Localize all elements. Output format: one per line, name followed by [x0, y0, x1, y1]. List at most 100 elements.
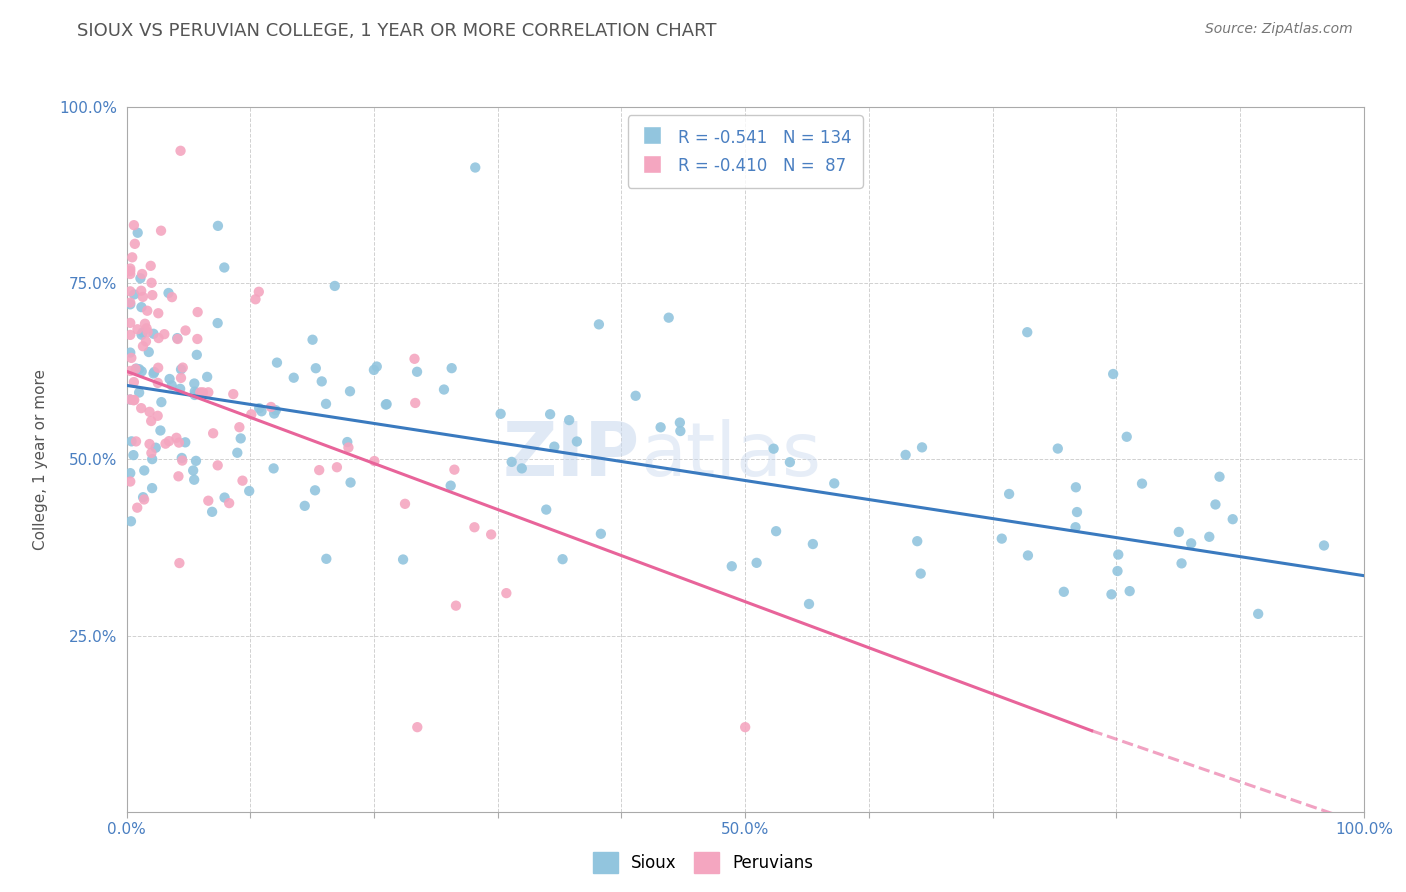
Point: [363, 454, 385, 468]
Point: [122, 393, 145, 408]
Point: [305, 361, 328, 376]
Point: [186, 332, 208, 346]
Point: [170, 362, 193, 376]
Point: [120, 466, 142, 480]
Point: [304, 483, 326, 498]
Point: [146, 360, 169, 375]
Point: [392, 552, 415, 566]
Point: [1313, 539, 1336, 553]
Point: [366, 359, 388, 374]
Point: [131, 300, 153, 314]
Point: [155, 436, 177, 450]
Point: [1064, 520, 1087, 534]
Point: [184, 454, 207, 468]
Point: [122, 218, 145, 232]
Point: [998, 487, 1021, 501]
Point: [172, 360, 194, 375]
Point: [120, 267, 142, 281]
Point: [122, 287, 145, 301]
Point: [166, 331, 188, 345]
Point: [153, 327, 176, 342]
Point: [120, 345, 142, 359]
Point: [214, 491, 236, 505]
Point: [141, 481, 163, 495]
Point: [510, 461, 533, 475]
Point: [174, 435, 197, 450]
Point: [207, 219, 229, 233]
Point: [214, 260, 236, 275]
Point: [138, 405, 160, 419]
Point: [339, 384, 361, 399]
Point: [142, 326, 165, 341]
Point: [323, 279, 346, 293]
Point: [181, 463, 204, 477]
Point: [134, 463, 156, 477]
Point: [558, 413, 581, 427]
Point: [479, 527, 502, 541]
Point: [229, 432, 252, 446]
Point: [120, 297, 142, 311]
Point: [120, 327, 142, 342]
Point: [127, 322, 149, 336]
Point: [1017, 549, 1039, 563]
Point: [501, 455, 523, 469]
Point: [440, 361, 463, 376]
Point: [218, 496, 240, 510]
Point: [148, 331, 170, 345]
Text: SIOUX VS PERUVIAN COLLEGE, 1 YEAR OR MORE CORRELATION CHART: SIOUX VS PERUVIAN COLLEGE, 1 YEAR OR MOR…: [77, 22, 717, 40]
Point: [148, 306, 170, 320]
Point: [1118, 584, 1140, 599]
Point: [186, 348, 208, 362]
Point: [128, 385, 150, 400]
Point: [363, 363, 385, 377]
Point: [536, 502, 558, 516]
Point: [138, 437, 160, 451]
Point: [145, 441, 167, 455]
Point: [121, 434, 143, 449]
Point: [308, 463, 330, 477]
Point: [174, 324, 197, 338]
Point: [120, 364, 142, 378]
Point: [183, 473, 205, 487]
Point: [337, 441, 360, 455]
Point: [120, 392, 142, 407]
Point: [624, 389, 647, 403]
Point: [1180, 536, 1202, 550]
Point: [167, 469, 190, 483]
Point: [150, 395, 173, 409]
Point: [247, 285, 270, 299]
Point: [172, 453, 194, 467]
Point: [339, 475, 361, 490]
Point: [247, 401, 270, 416]
Point: [157, 285, 180, 300]
Point: [120, 285, 142, 299]
Point: [894, 448, 917, 462]
Point: [184, 388, 207, 402]
Point: [120, 295, 142, 310]
Point: [823, 476, 845, 491]
Point: [669, 424, 692, 438]
Point: [779, 455, 801, 469]
Point: [1222, 512, 1244, 526]
Point: [911, 441, 934, 455]
Text: atlas: atlas: [640, 419, 821, 492]
Point: [127, 500, 149, 515]
Point: [495, 586, 517, 600]
Point: [129, 271, 152, 285]
Point: [146, 409, 169, 423]
Point: [315, 397, 337, 411]
Point: [336, 435, 359, 450]
Point: [166, 332, 188, 346]
Point: [135, 334, 157, 349]
Point: [762, 442, 785, 456]
Point: [131, 364, 153, 378]
Point: [294, 499, 316, 513]
Point: [1064, 480, 1087, 494]
Point: [375, 397, 398, 411]
Point: [404, 351, 426, 366]
Point: [1066, 505, 1088, 519]
Point: [141, 276, 163, 290]
Point: [125, 434, 148, 449]
Point: [170, 450, 193, 465]
Point: [120, 264, 142, 278]
